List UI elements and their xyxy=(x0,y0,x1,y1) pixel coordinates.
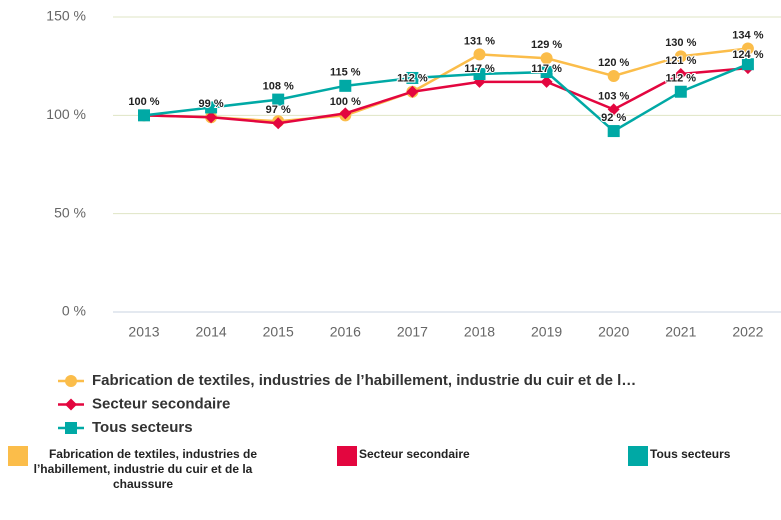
value-label: 115 % xyxy=(330,67,361,79)
marker xyxy=(741,58,754,71)
marker xyxy=(339,107,352,120)
footer-legend: Fabrication de textiles, industries de l… xyxy=(0,440,781,520)
x-tick-label: 2022 xyxy=(732,324,763,340)
marker xyxy=(607,125,620,138)
marker xyxy=(138,109,150,122)
value-label: 112 % xyxy=(397,73,428,85)
marker xyxy=(674,85,687,98)
legend-item: Secteur secondaire xyxy=(337,446,537,466)
legend-label: Secteur secondaire xyxy=(92,395,230,412)
x-tick-label: 2021 xyxy=(665,324,696,340)
legend-text: Fabrication de textiles, industries de l… xyxy=(33,447,258,491)
marker xyxy=(741,42,754,55)
value-label: 92 % xyxy=(601,112,626,124)
legend-swatch xyxy=(337,446,357,466)
value-label: 108 % xyxy=(263,81,294,93)
legend-item: Tous secteurs xyxy=(628,446,778,466)
series-line xyxy=(143,47,749,123)
value-label: 124 % xyxy=(732,49,763,61)
marker xyxy=(205,111,218,124)
value-label: 117 % xyxy=(531,63,562,75)
value-label: 121 % xyxy=(665,55,696,67)
legend-text: Secteur secondaire xyxy=(359,447,470,461)
x-tick-label: 2015 xyxy=(263,324,294,340)
y-tick-label: 50 % xyxy=(54,204,86,220)
marker xyxy=(674,68,687,81)
value-label: 100 % xyxy=(128,96,159,108)
marker xyxy=(473,68,486,81)
series-line xyxy=(143,66,749,125)
marker xyxy=(473,48,486,61)
marker xyxy=(272,117,285,130)
marker xyxy=(540,52,553,65)
marker xyxy=(540,75,553,88)
y-tick-label: 0 % xyxy=(62,303,86,319)
value-label: 103 % xyxy=(598,90,629,102)
y-tick-label: 150 % xyxy=(46,8,86,24)
value-label: 130 % xyxy=(665,37,696,49)
value-label: 131 % xyxy=(464,35,495,47)
value-label: 99 % xyxy=(199,98,224,110)
value-label: 112 % xyxy=(666,73,697,85)
x-tick-label: 2016 xyxy=(330,324,361,340)
legend-marker xyxy=(65,422,77,434)
marker xyxy=(607,70,620,82)
chart: 0 % 50 % 100 % 150 % 2013 2014 2015 2016 2017 201… xyxy=(46,8,781,436)
value-label: 117 % xyxy=(464,63,495,75)
x-tick-label: 2014 xyxy=(196,324,227,340)
x-tick-label: 2017 xyxy=(397,324,428,340)
value-label: 129 % xyxy=(531,39,562,51)
legend-item: Fabrication de textiles, industries de l… xyxy=(8,446,278,492)
marker xyxy=(674,50,687,63)
marker xyxy=(272,93,285,106)
marker xyxy=(406,85,419,98)
marker xyxy=(540,66,553,79)
marker xyxy=(406,71,419,84)
value-label: 120 % xyxy=(598,57,629,69)
legend-label: Fabrication de textiles, industries de l… xyxy=(92,372,636,389)
legend-text: Tous secteurs xyxy=(650,447,731,461)
marker xyxy=(607,103,620,116)
legend-marker xyxy=(65,375,77,387)
x-tick-label: 2013 xyxy=(128,324,159,340)
x-tick-label: 2019 xyxy=(531,324,562,340)
legend-label: Tous secteurs xyxy=(92,419,193,436)
marker xyxy=(205,101,218,114)
legend-marker xyxy=(65,398,77,411)
series-line xyxy=(143,63,749,133)
y-tick-label: 100 % xyxy=(46,106,86,122)
marker xyxy=(339,79,352,92)
legend-swatch xyxy=(628,446,648,466)
value-label: 97 % xyxy=(266,104,291,116)
x-tick-label: 2020 xyxy=(598,324,629,340)
value-label: 100 % xyxy=(330,96,361,108)
value-label: 134 % xyxy=(732,29,763,41)
legend-swatch xyxy=(8,446,28,466)
x-tick-label: 2018 xyxy=(464,324,495,340)
